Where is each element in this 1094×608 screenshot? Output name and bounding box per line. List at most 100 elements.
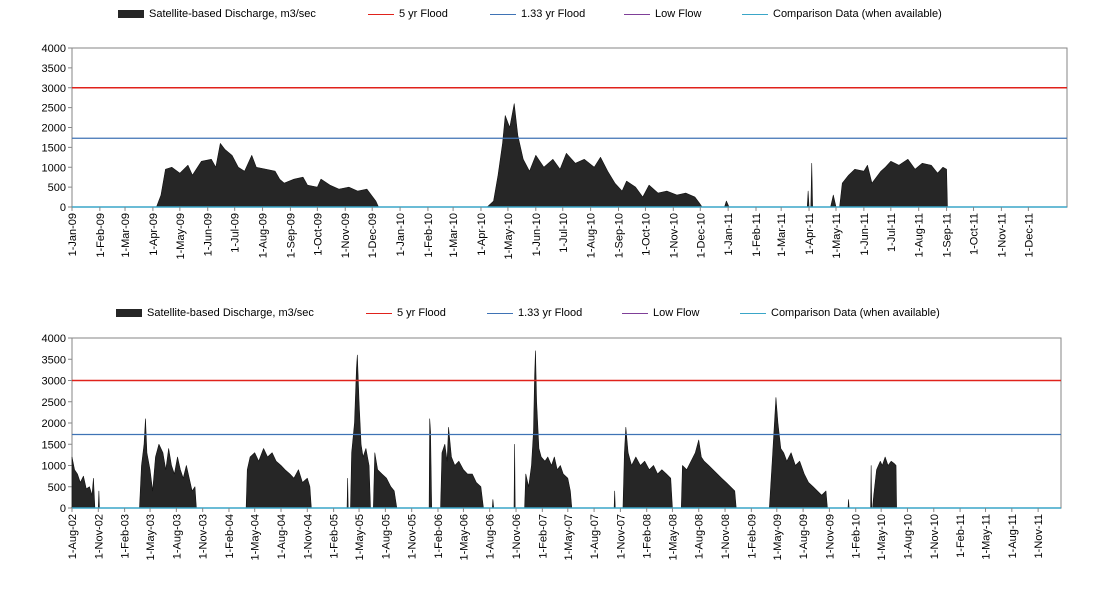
y-tick-label: 4000 [42,333,66,345]
x-tick-label: 1-Aug-11 [1007,514,1019,558]
legend-item-5yr-flood: 5 yr Flood [368,8,448,20]
x-tick-label: 1-Jun-11 [859,213,871,256]
x-tick-label: 1-Nov-04 [302,514,314,559]
x-tick-label: 1-May-09 [175,213,187,259]
legend-label-comparison: Comparison Data (when available) [771,307,940,319]
x-tick-label: 1-May-05 [354,514,366,560]
x-tick-label: 1-Jul-10 [558,213,570,253]
legend-item-comparison: Comparison Data (when available) [740,307,940,319]
y-tick-label: 500 [48,482,66,494]
y-tick-label: 0 [60,503,66,515]
x-tick-label: 1-Nov-09 [340,213,352,258]
x-tick-label: 1-Jul-09 [230,213,242,253]
legend-item-comparison: Comparison Data (when available) [742,8,942,20]
x-tick-label: 1-Nov-03 [198,514,210,559]
x-tick-label: 1-Nov-11 [996,213,1008,257]
x-tick-label: 1-Nov-09 [824,514,836,559]
legend-swatch-5yr-flood [368,13,394,15]
x-tick-label: 1-May-11 [831,213,843,259]
legend-swatch-133yr-flood [490,13,516,15]
x-tick-label: 1-Aug-09 [258,213,270,258]
legend-label-5yr-flood: 5 yr Flood [399,8,448,20]
x-tick-label: 1-May-11 [981,514,993,560]
legend-label-5yr-flood: 5 yr Flood [397,307,446,319]
legend-item-low-flow: Low Flow [622,307,699,319]
chart-panel-top: Satellite-based Discharge, m3/sec 5 yr F… [0,0,1094,296]
legend-label-low-flow: Low Flow [655,8,702,20]
x-tick-label: 1-Jan-09 [67,213,79,256]
y-tick-label: 3500 [42,354,66,366]
x-tick-label: 1-Aug-06 [485,514,497,559]
x-tick-label: 1-May-04 [250,514,262,560]
x-tick-label: 1-Feb-11 [751,213,763,257]
y-tick-label: 4000 [42,43,66,55]
x-tick-label: 1-Feb-08 [642,514,654,559]
x-tick-label: 1-May-10 [876,514,888,560]
x-tick-label: 1-Oct-10 [640,213,652,256]
x-tick-label: 1-Apr-10 [476,213,488,256]
x-tick-label: 1-Feb-06 [433,514,445,559]
x-tick-label: 1-Mar-11 [776,213,788,257]
x-tick-label: 1-Mar-09 [120,213,132,258]
y-tick-label: 1500 [42,439,66,451]
x-tick-label: 1-Feb-07 [537,514,549,559]
y-tick-label: 2500 [42,397,66,409]
legend-label-discharge: Satellite-based Discharge, m3/sec [147,307,314,319]
x-tick-label: 1-Feb-04 [224,514,236,559]
x-tick-label: 1-Oct-09 [312,213,324,256]
x-tick-label: 1-Sep-09 [285,213,297,258]
x-tick-label: 1-Feb-03 [120,514,132,559]
x-tick-label: 1-Nov-11 [1033,514,1045,558]
discharge-area-series [71,103,1068,208]
x-tick-label: 1-Apr-11 [804,213,816,255]
legend-swatch-low-flow [622,312,648,314]
chart-panel-bottom: Satellite-based Discharge, m3/sec 5 yr F… [0,300,1094,608]
y-tick-label: 3000 [42,376,66,388]
y-tick-label: 2000 [42,418,66,430]
chart-legend: Satellite-based Discharge, m3/sec 5 yr F… [0,8,1094,28]
x-tick-label: 1-Oct-11 [969,213,981,255]
x-tick-label: 1-Jul-11 [886,213,898,252]
discharge-chart-2002-2011: 0 500 1000 1500 2000 2500 3000 3500 4000 1-Aug-02… [42,333,1062,560]
x-tick-label: 1-May-08 [667,514,679,560]
y-tick-label: 1500 [42,142,66,154]
x-tick-label: 1-Nov-06 [511,514,523,559]
x-tick-label: 1-Jun-10 [531,213,543,256]
y-tick-label: 1000 [42,162,66,174]
y-tick-label: 0 [60,202,66,214]
x-tick-label: 1-Feb-10 [423,213,435,258]
x-tick-label: 1-Aug-09 [798,514,810,559]
legend-label-comparison: Comparison Data (when available) [773,8,942,20]
legend-swatch-discharge [118,10,144,18]
legend-swatch-5yr-flood [366,312,392,314]
x-tick-label: 1-Nov-10 [668,213,680,258]
x-tick-label: 1-Aug-02 [67,514,79,559]
y-tick-label: 500 [48,182,66,194]
x-tick-label: 1-Sep-10 [613,213,625,258]
discharge-chart-2009-2011: 0 500 1000 1500 2000 2500 3000 3500 4000 1-Jan-09… [42,43,1068,259]
discharge-area-series [71,350,1062,509]
legend-item-discharge: Satellite-based Discharge, m3/sec [116,307,314,319]
legend-label-133yr-flood: 1.33 yr Flood [518,307,583,319]
legend-item-low-flow: Low Flow [624,8,701,20]
x-tick-label: 1-Nov-02 [93,514,105,559]
x-tick-label: 1-Dec-10 [695,213,707,258]
x-tick-label: 1-Dec-11 [1023,213,1035,257]
x-tick-label: 1-Aug-10 [586,213,598,258]
chart-legend: Satellite-based Discharge, m3/sec 5 yr F… [0,307,1094,327]
x-tick-label: 1-Jun-09 [203,213,215,256]
y-tick-label: 2500 [42,103,66,115]
x-tick-label: 1-Nov-07 [615,514,627,559]
legend-item-133yr-flood: 1.33 yr Flood [490,8,585,20]
x-tick-label: 1-Aug-10 [902,514,914,559]
x-tick-label: 1-May-03 [145,514,157,560]
legend-label-discharge: Satellite-based Discharge, m3/sec [149,8,316,20]
x-tick-label: 1-Feb-10 [851,514,863,559]
x-tick-label: 1-Feb-05 [329,514,341,559]
x-tick-label: 1-May-10 [503,213,515,259]
x-tick-label: 1-Aug-04 [276,514,288,559]
y-tick-label: 2000 [42,123,66,135]
x-tick-label: 1-Mar-10 [448,213,460,258]
x-tick-label: 1-Aug-08 [694,514,706,559]
legend-item-discharge: Satellite-based Discharge, m3/sec [118,8,316,20]
